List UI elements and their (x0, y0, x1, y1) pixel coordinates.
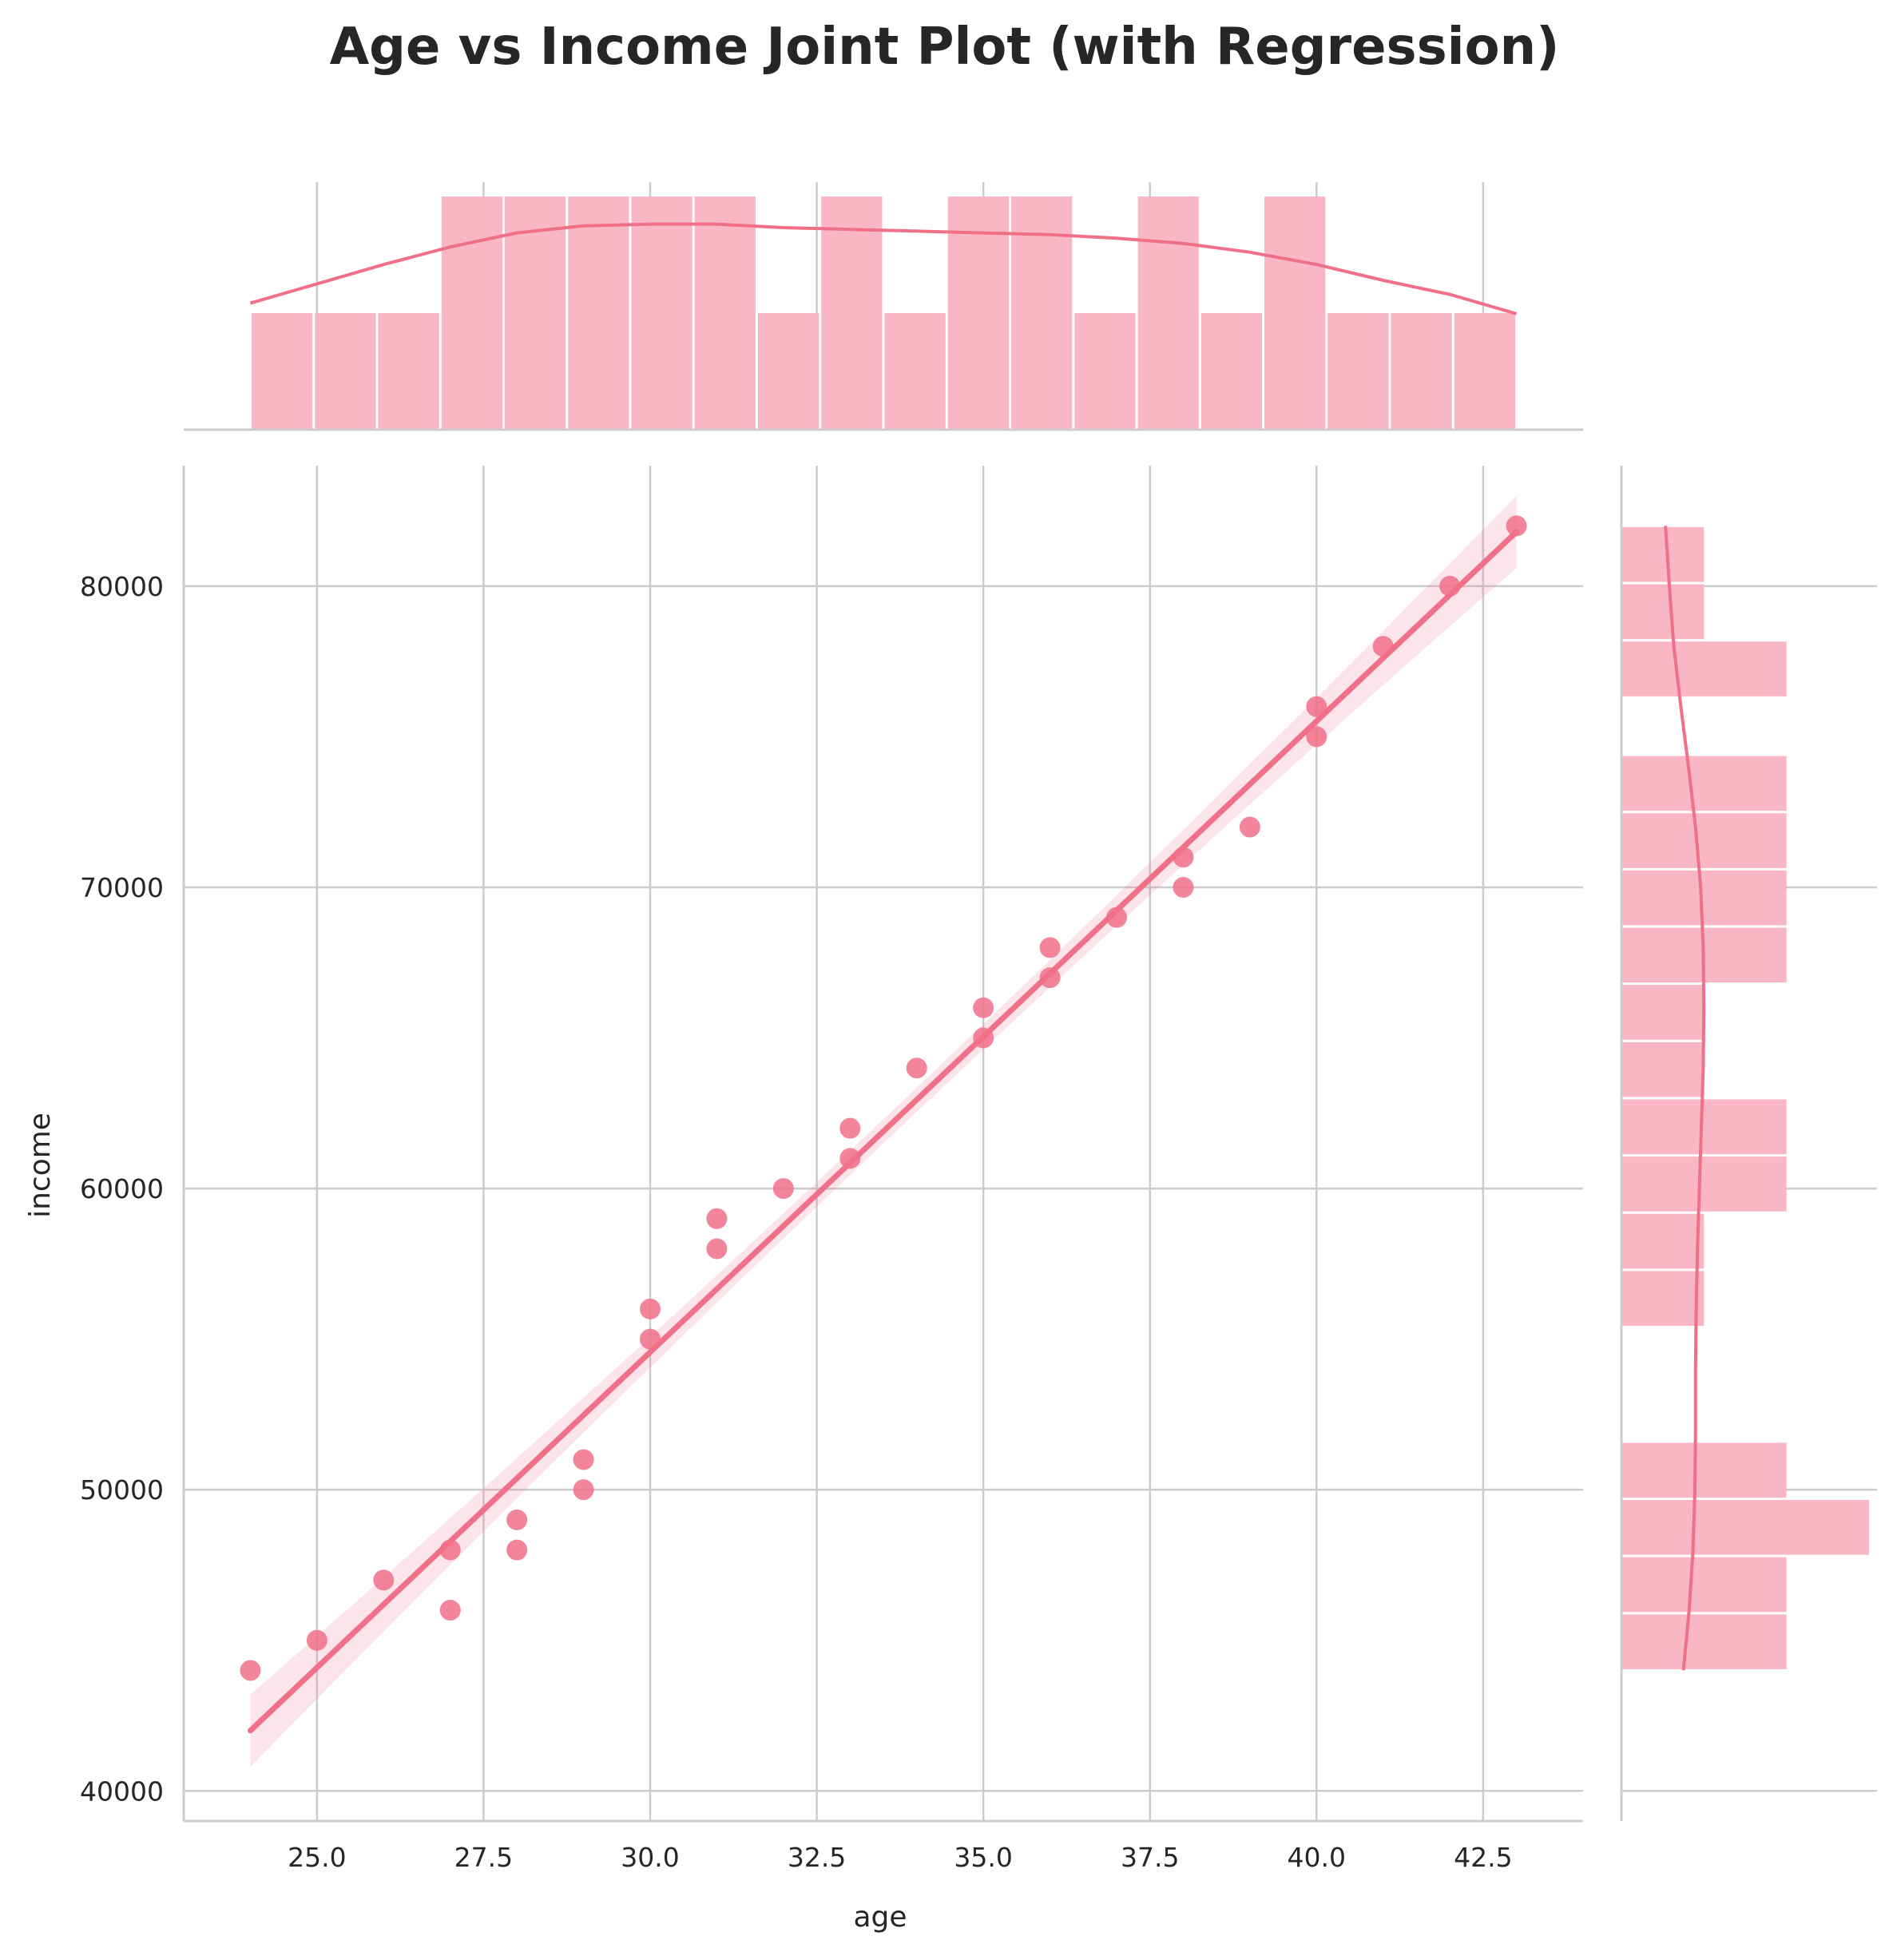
x-histogram-bar (441, 196, 502, 430)
right-marginal-kde (1664, 526, 1706, 1671)
y-histogram-bar (1621, 985, 1704, 1040)
regression-layer (247, 495, 1520, 1768)
scatter-point (906, 1057, 927, 1079)
x-tick-label: 37.5 (1121, 1842, 1179, 1873)
y-histogram-bar (1621, 1614, 1787, 1669)
scatter-point (506, 1539, 528, 1561)
x-tick-label: 40.0 (1288, 1842, 1346, 1873)
x-histogram-bar (631, 196, 693, 430)
top-marginal-kde (249, 222, 1518, 315)
y-histogram-bar (1621, 1157, 1787, 1212)
y-histogram-bar (1621, 641, 1787, 696)
y-histogram-bar (1621, 584, 1704, 640)
x-histogram-bar (1200, 313, 1263, 430)
x-histogram-bar (1454, 313, 1516, 430)
y-histogram-bar (1621, 1271, 1704, 1327)
scatter-point (1173, 847, 1194, 868)
scatter-point (640, 1328, 661, 1350)
x-histogram-bar (947, 196, 1010, 430)
x-tick-label: 30.0 (621, 1842, 679, 1873)
x-histogram-bar (821, 196, 883, 430)
x-histogram-bar (1137, 196, 1199, 430)
x-axis-label: age (853, 1901, 907, 1934)
scatter-point (1173, 876, 1194, 898)
scatter-point (573, 1449, 594, 1470)
chart-title: Age vs Income Joint Plot (with Regressio… (329, 18, 1560, 77)
y-histogram-bar (1621, 1213, 1704, 1269)
x-histogram-bar (568, 196, 629, 430)
scatter-point (706, 1208, 728, 1229)
scatter-point (506, 1509, 528, 1530)
scatter-point (1306, 696, 1327, 717)
x-histogram-bar (251, 313, 313, 430)
x-histogram-bar (694, 196, 756, 430)
y-histogram-bar (1621, 1099, 1787, 1155)
regression-line (247, 529, 1520, 1734)
x-histogram-bar (757, 313, 819, 430)
y-tick-label: 70000 (80, 872, 164, 903)
scatter-point (439, 1600, 461, 1621)
y-histogram-bar (1621, 756, 1787, 811)
x-histogram-bar (884, 313, 946, 430)
x-tick-label: 32.5 (788, 1842, 846, 1873)
x-histogram-bar (1264, 196, 1326, 430)
scatter-point (240, 1660, 261, 1681)
scatter-point (1306, 726, 1327, 748)
x-tick-labels: 25.0 27.5 30.0 32.5 35.0 37.5 40.0 42.5 (288, 1842, 1512, 1873)
scatter-points (240, 515, 1527, 1681)
top-marginal-histogram (251, 196, 1516, 430)
x-histogram-bar (1327, 313, 1389, 430)
scatter-point (772, 1178, 794, 1200)
scatter-point (706, 1238, 728, 1260)
x-kde-curve (249, 222, 1518, 315)
scatter-point (1039, 937, 1061, 958)
x-tick-label: 27.5 (454, 1842, 513, 1873)
x-histogram-bar (1074, 313, 1136, 430)
x-histogram-bar (1391, 313, 1452, 430)
scatter-point (573, 1479, 594, 1501)
y-tick-label: 60000 (80, 1173, 164, 1204)
y-histogram-bar (1621, 1557, 1787, 1613)
scatter-point (839, 1148, 861, 1169)
scatter-point (1106, 907, 1127, 928)
x-histogram-bar (504, 196, 566, 430)
axes-spines (182, 428, 1623, 1823)
x-tick-label: 25.0 (288, 1842, 346, 1873)
y-histogram-bar (1621, 813, 1787, 868)
scatter-point (1239, 816, 1260, 838)
scatter-point (1439, 575, 1461, 597)
x-histogram-bar (1011, 196, 1073, 430)
scatter-point (373, 1569, 395, 1591)
scatter-point (973, 1027, 994, 1049)
y-histogram-bar (1621, 1442, 1787, 1498)
x-histogram-bar (315, 313, 376, 430)
x-histogram-bar (378, 313, 439, 430)
x-tick-label: 35.0 (954, 1842, 1012, 1873)
right-marginal-histogram (1621, 526, 1869, 1669)
scatter-point (640, 1298, 661, 1319)
y-tick-label: 50000 (80, 1474, 164, 1506)
scatter-point (839, 1117, 861, 1139)
scatter-point (1039, 967, 1061, 989)
y-tick-label: 80000 (80, 571, 164, 602)
y-axis-label: income (24, 1113, 57, 1218)
y-histogram-bar (1621, 870, 1787, 926)
scatter-point (1372, 636, 1394, 657)
scatter-point (1506, 515, 1527, 537)
scatter-point (306, 1629, 327, 1651)
y-kde-curve (1664, 526, 1706, 1671)
scatter-point (439, 1539, 461, 1561)
y-tick-label: 40000 (80, 1776, 164, 1807)
y-histogram-bar (1621, 1041, 1704, 1097)
scatter-point (973, 997, 994, 1018)
x-tick-label: 42.5 (1454, 1842, 1512, 1873)
y-histogram-bar (1621, 526, 1704, 582)
main-gridlines (184, 466, 1583, 1821)
y-tick-labels: 40000 50000 60000 70000 80000 (80, 571, 164, 1807)
y-histogram-bar (1621, 1499, 1869, 1555)
